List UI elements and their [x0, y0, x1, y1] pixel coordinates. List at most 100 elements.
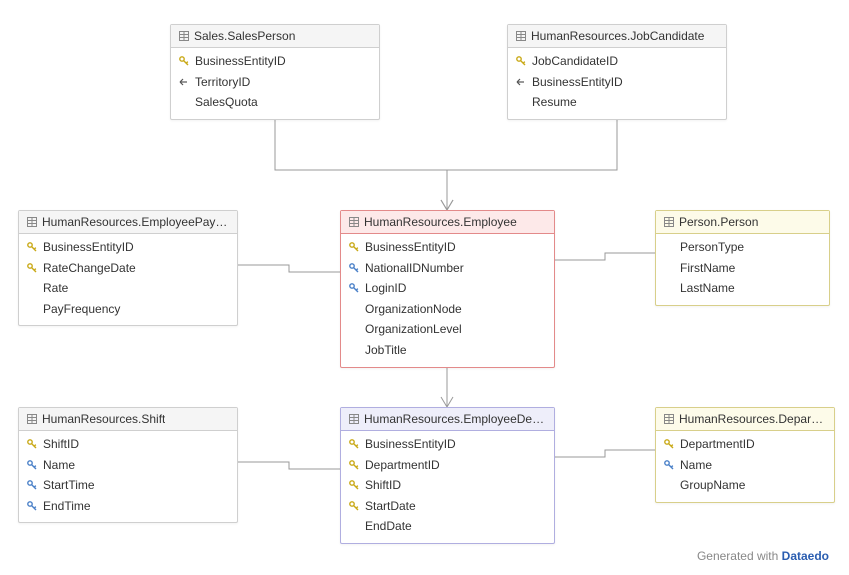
table-salesperson[interactable]: Sales.SalesPerson BusinessEntityID Terri…	[170, 24, 380, 120]
column-row[interactable]: BusinessEntityID	[171, 51, 379, 72]
column-name: Name	[680, 456, 712, 475]
column-row[interactable]: ShiftID	[341, 475, 554, 496]
column-row[interactable]: Name	[656, 455, 834, 476]
footer-brand: Dataedo	[782, 549, 829, 563]
column-row[interactable]: LoginID	[341, 278, 554, 299]
unique-key-icon	[27, 460, 37, 470]
column-row[interactable]: EndDate	[341, 516, 554, 537]
table-icon	[664, 414, 674, 424]
columns-list: DepartmentID NameGroupName	[656, 431, 834, 502]
column-row[interactable]: ShiftID	[19, 434, 237, 455]
column-row[interactable]: LastName	[656, 278, 829, 299]
table-title: HumanResources.EmployeePayHi...	[42, 215, 229, 229]
table-header[interactable]: Sales.SalesPerson	[171, 25, 379, 48]
table-jobcandidate[interactable]: HumanResources.JobCandidate JobCandidate…	[507, 24, 727, 120]
edge-employee-person	[555, 253, 655, 260]
table-person[interactable]: Person.Person PersonTypeFirstNameLastName	[655, 210, 830, 306]
column-row[interactable]: SalesQuota	[171, 92, 379, 113]
column-name: GroupName	[680, 476, 745, 495]
fk-icon	[179, 77, 189, 87]
column-name: BusinessEntityID	[43, 238, 134, 257]
pk-key-icon	[179, 56, 189, 66]
column-row[interactable]: GroupName	[656, 475, 834, 496]
column-name: RateChangeDate	[43, 259, 136, 278]
column-row[interactable]: RateChangeDate	[19, 258, 237, 279]
column-name: PersonType	[680, 238, 744, 257]
column-name: Name	[43, 456, 75, 475]
column-name: BusinessEntityID	[365, 238, 456, 257]
pk-key-icon	[664, 439, 674, 449]
table-icon	[27, 414, 37, 424]
column-name: Rate	[43, 279, 68, 298]
unique-key-icon	[349, 283, 359, 293]
table-title: Sales.SalesPerson	[194, 29, 295, 43]
column-row[interactable]: DepartmentID	[341, 455, 554, 476]
columns-list: BusinessEntityID DepartmentID ShiftID St…	[341, 431, 554, 543]
column-name: ShiftID	[365, 476, 401, 495]
columns-list: BusinessEntityID NationalIDNumber LoginI…	[341, 234, 554, 367]
table-payhist[interactable]: HumanResources.EmployeePayHi... Business…	[18, 210, 238, 326]
column-row[interactable]: BusinessEntityID	[19, 237, 237, 258]
table-icon	[664, 217, 674, 227]
footer-text: Generated with	[697, 549, 782, 563]
column-row[interactable]: FirstName	[656, 258, 829, 279]
column-name: OrganizationNode	[365, 300, 462, 319]
column-name: DepartmentID	[365, 456, 440, 475]
column-row[interactable]: BusinessEntityID	[508, 72, 726, 93]
table-department[interactable]: HumanResources.Department DepartmentID N…	[655, 407, 835, 503]
fk-icon	[516, 77, 526, 87]
column-row[interactable]: Name	[19, 455, 237, 476]
table-employee[interactable]: HumanResources.Employee BusinessEntityID…	[340, 210, 555, 368]
column-row[interactable]: JobCandidateID	[508, 51, 726, 72]
table-header[interactable]: HumanResources.EmployeePayHi...	[19, 211, 237, 234]
column-row[interactable]: BusinessEntityID	[341, 434, 554, 455]
table-empdept[interactable]: HumanResources.EmployeeDepar... Business…	[340, 407, 555, 544]
columns-list: BusinessEntityID RateChangeDateRatePayFr…	[19, 234, 237, 325]
edge-empdept-department	[555, 450, 655, 457]
pk-key-icon	[516, 56, 526, 66]
table-header[interactable]: HumanResources.JobCandidate	[508, 25, 726, 48]
column-name: NationalIDNumber	[365, 259, 464, 278]
table-title: HumanResources.Shift	[42, 412, 165, 426]
table-title: HumanResources.Employee	[364, 215, 517, 229]
table-title: Person.Person	[679, 215, 758, 229]
table-header[interactable]: HumanResources.EmployeeDepar...	[341, 408, 554, 431]
pk-key-icon	[27, 439, 37, 449]
edge-shift-empdept	[238, 462, 340, 469]
column-row[interactable]: BusinessEntityID	[341, 237, 554, 258]
column-row[interactable]: PersonType	[656, 237, 829, 258]
columns-list: PersonTypeFirstNameLastName	[656, 234, 829, 305]
table-title: HumanResources.EmployeeDepar...	[364, 412, 546, 426]
column-name: LastName	[680, 279, 735, 298]
column-row[interactable]: StartTime	[19, 475, 237, 496]
column-name: OrganizationLevel	[365, 320, 462, 339]
column-row[interactable]: PayFrequency	[19, 299, 237, 320]
column-name: LoginID	[365, 279, 406, 298]
column-name: JobCandidateID	[532, 52, 618, 71]
column-row[interactable]: Rate	[19, 278, 237, 299]
column-row[interactable]: EndTime	[19, 496, 237, 517]
column-row[interactable]: NationalIDNumber	[341, 258, 554, 279]
footer-credit: Generated with Dataedo	[697, 549, 829, 563]
table-shift[interactable]: HumanResources.Shift ShiftID Name StartT…	[18, 407, 238, 523]
table-header[interactable]: Person.Person	[656, 211, 829, 234]
column-row[interactable]: TerritoryID	[171, 72, 379, 93]
column-name: StartTime	[43, 476, 95, 495]
column-name: TerritoryID	[195, 73, 250, 92]
pk-key-icon	[349, 242, 359, 252]
column-row[interactable]: Resume	[508, 92, 726, 113]
table-icon	[349, 414, 359, 424]
column-name: BusinessEntityID	[532, 73, 623, 92]
column-row[interactable]: OrganizationNode	[341, 299, 554, 320]
columns-list: BusinessEntityID TerritoryIDSalesQuota	[171, 48, 379, 119]
table-header[interactable]: HumanResources.Employee	[341, 211, 554, 234]
column-name: EndDate	[365, 517, 412, 536]
column-row[interactable]: StartDate	[341, 496, 554, 517]
column-row[interactable]: JobTitle	[341, 340, 554, 361]
column-name: JobTitle	[365, 341, 407, 360]
table-header[interactable]: HumanResources.Department	[656, 408, 834, 431]
column-row[interactable]: DepartmentID	[656, 434, 834, 455]
table-header[interactable]: HumanResources.Shift	[19, 408, 237, 431]
column-name: Resume	[532, 93, 577, 112]
column-row[interactable]: OrganizationLevel	[341, 319, 554, 340]
